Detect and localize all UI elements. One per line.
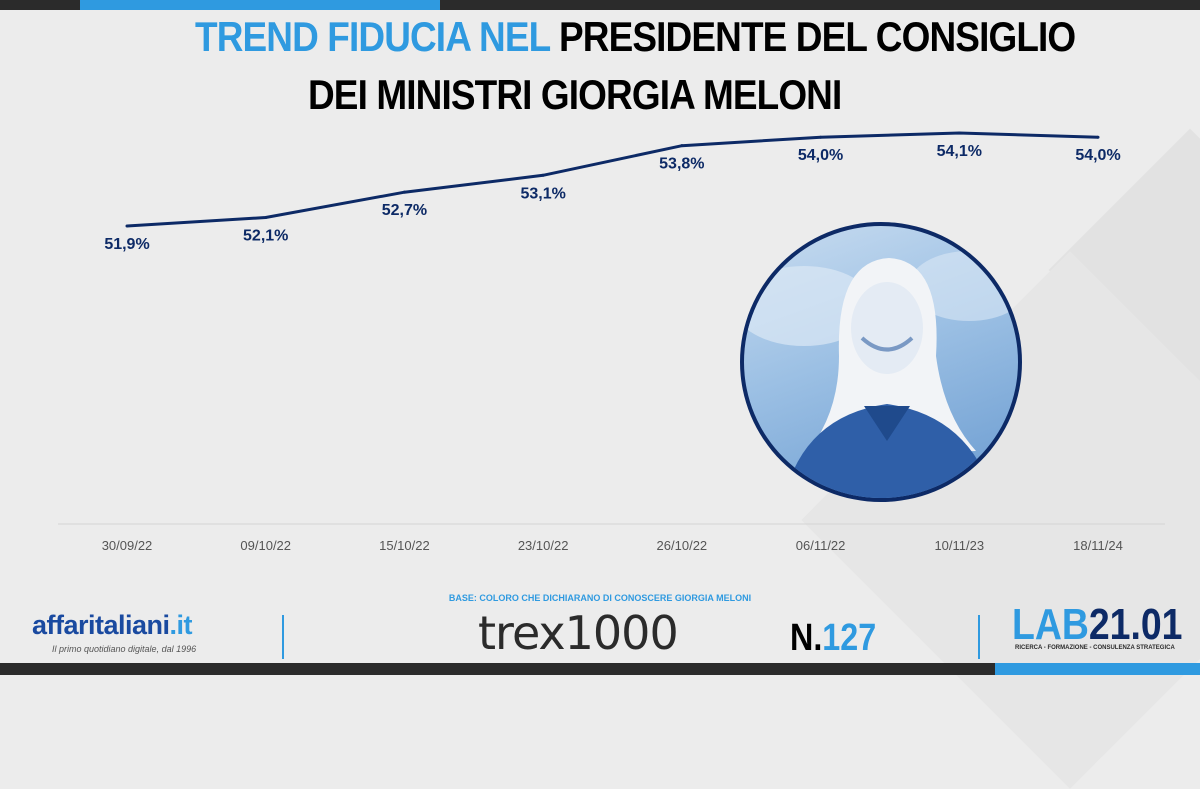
x-tick-label: 06/11/22 xyxy=(796,538,846,553)
x-tick-label: 15/10/22 xyxy=(379,538,430,553)
data-point xyxy=(1096,135,1100,139)
data-point xyxy=(541,173,545,177)
brand-tagline: Il primo quotidiano digitale, dal 1996 xyxy=(52,644,197,654)
x-tick-label: 09/10/22 xyxy=(240,538,291,553)
x-tick-label: 26/10/22 xyxy=(657,538,708,553)
divider xyxy=(282,615,284,659)
chart-title-line-1: TREND FIDUCIA NEL PRESIDENTE DEL CONSIGL… xyxy=(195,13,1076,60)
brand-domain: .it xyxy=(169,610,193,640)
top-bar-accent xyxy=(80,0,440,10)
x-tick-label: 23/10/22 xyxy=(518,538,569,553)
data-label: 54,0% xyxy=(1075,147,1120,164)
affaritaliani-logo: affaritaliani.it xyxy=(32,610,193,641)
data-label: 54,1% xyxy=(937,143,982,160)
data-point xyxy=(402,190,406,194)
data-point xyxy=(957,131,961,135)
data-label: 53,8% xyxy=(659,156,704,173)
chart-title-line-2: DEI MINISTRI GIORGIA MELONI xyxy=(308,71,842,118)
lab2101-logo: LAB21.01 xyxy=(1012,600,1182,650)
data-point xyxy=(125,224,129,228)
data-label: 52,7% xyxy=(382,202,427,219)
x-tick-label: 30/09/22 xyxy=(102,538,153,553)
data-label: 54,0% xyxy=(798,147,843,164)
issue-number: N.127 xyxy=(790,617,876,660)
data-label: 53,1% xyxy=(520,185,565,202)
data-label: 51,9% xyxy=(104,236,149,253)
trex-logo: trex1000 xyxy=(478,606,679,660)
divider xyxy=(978,615,980,659)
lab-prefix: LAB xyxy=(1012,600,1089,649)
data-point xyxy=(819,135,823,139)
bottom-bar-accent xyxy=(995,663,1200,675)
lab-number: 21.01 xyxy=(1088,600,1183,649)
title-text: PRESIDENTE DEL CONSIGLIO xyxy=(559,13,1076,60)
issue-value: 127 xyxy=(822,617,877,659)
bottom-bar xyxy=(0,663,1200,675)
top-bar xyxy=(0,0,1200,10)
data-point xyxy=(264,216,268,220)
issue-prefix: N. xyxy=(790,617,823,659)
data-point xyxy=(680,144,684,148)
base-note: BASE: COLORO CHE DICHIARANO DI CONOSCERE… xyxy=(448,593,752,603)
series-line xyxy=(126,131,1099,228)
portrait-icon xyxy=(744,251,1018,498)
brand-name: affaritaliani xyxy=(32,610,170,640)
x-tick-label: 10/11/23 xyxy=(934,538,984,553)
portrait-photo xyxy=(740,222,1022,502)
x-tick-label: 18/11/24 xyxy=(1073,538,1123,553)
title-highlight: TREND FIDUCIA NEL xyxy=(195,13,551,60)
data-label: 52,1% xyxy=(243,228,288,245)
lab-tagline: RICERCA - FORMAZIONE - CONSULENZA STRATE… xyxy=(1015,645,1175,651)
line-chart: 51,9% 52,1% 52,7% 53,1% 53,8% 54,0% 54,1% 54,0%… xyxy=(58,131,1165,553)
